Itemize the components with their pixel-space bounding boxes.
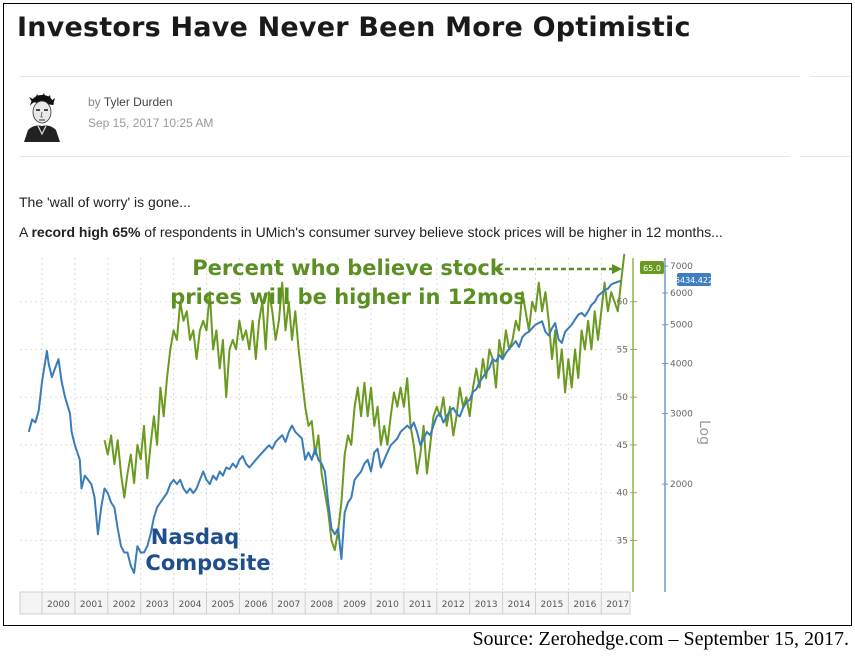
by-prefix: by [88, 95, 101, 109]
x-tick-label: 2010 [376, 600, 399, 610]
x-tick-label: 2009 [343, 600, 366, 610]
annotation-line-2: prices will be higher in 12mos [170, 285, 526, 309]
y2-tick-label: 5000 [670, 321, 693, 331]
x-tick-label: 2012 [442, 600, 465, 610]
author-link[interactable]: Tyler Durden [103, 95, 173, 109]
annotation-line-1: Percent who believe stock [192, 256, 505, 280]
post-date: Sep 15, 2017 10:25 AM [88, 116, 214, 130]
x-tick-label: 2002 [113, 600, 136, 610]
y2-tick-label: 6000 [670, 289, 693, 299]
nasdaq-label-line-1: Nasdaq [151, 525, 239, 549]
x-tick-label: 2008 [310, 600, 333, 610]
x-tick-label: 2006 [244, 600, 267, 610]
annotation-arrowhead [612, 264, 622, 274]
divider [800, 156, 850, 157]
nasdaq-series-line [27, 279, 622, 574]
last-nasdaq-value: 6434.422 [675, 276, 713, 285]
x-tick-label: 2011 [409, 600, 432, 610]
nasdaq-label-line-2: Composite [145, 551, 270, 575]
x-tick-label: 2005 [211, 600, 234, 610]
x-tick-label: 2016 [573, 600, 596, 610]
last-percent-value: 65.0 [643, 264, 661, 273]
divider [20, 76, 800, 77]
y-tick-label: 35 [617, 536, 628, 546]
percent-series-line [103, 253, 626, 551]
intro-paragraph: The 'wall of worry' is gone... [19, 194, 191, 210]
para-highlight: record high 65% [31, 224, 141, 240]
x-tick-label: 2004 [179, 600, 202, 610]
avatar [20, 92, 64, 142]
x-tick-label: 2001 [80, 600, 103, 610]
divider [810, 76, 850, 77]
last-percent-badge [640, 261, 664, 274]
byline: by Tyler Durden [88, 95, 173, 109]
x-tick-label: 2013 [475, 600, 498, 610]
body-paragraph: A record high 65% of respondents in UMic… [19, 224, 723, 240]
y-tick-label: 60 [617, 298, 629, 308]
y2-tick-label: 3000 [670, 410, 693, 420]
x-tick-label: 2000 [47, 600, 70, 610]
y2-tick-label: 4000 [670, 360, 693, 370]
source-caption: Source: Zerohedge.com – September 15, 20… [472, 628, 849, 650]
x-tick-label: 2007 [277, 600, 300, 610]
x-tick-label: 2003 [146, 600, 169, 610]
screenshot-frame [3, 3, 852, 626]
y-tick-label: 40 [617, 489, 629, 499]
last-nasdaq-badge [677, 273, 711, 286]
article-title: Investors Have Never Been More Optimisti… [17, 12, 691, 43]
divider [20, 156, 790, 157]
right-value-axis: 2000 3000 4000 5000 6000 7000 [662, 258, 693, 592]
right-axis-title: Log [696, 420, 712, 445]
x-axis-band [19, 591, 631, 615]
y2-tick-label: 7000 [670, 262, 693, 272]
y-tick-label: 55 [617, 345, 628, 355]
para-text: of respondents in UMich's consumer surve… [140, 224, 723, 240]
x-tick-label: 2017 [606, 600, 629, 610]
x-axis: 2000 2001 2002 2003 2004 2005 2006 2007 2008 2009… [41, 592, 629, 614]
y-tick-label: 45 [617, 441, 628, 451]
x-tick-label: 2014 [508, 600, 531, 610]
y2-tick-label: 2000 [670, 480, 693, 490]
left-value-axis: 35 40 45 50 55 60 [617, 258, 637, 592]
x-tick-label: 2015 [540, 600, 563, 610]
para-text: A [19, 224, 32, 240]
y-tick-label: 50 [617, 393, 629, 403]
